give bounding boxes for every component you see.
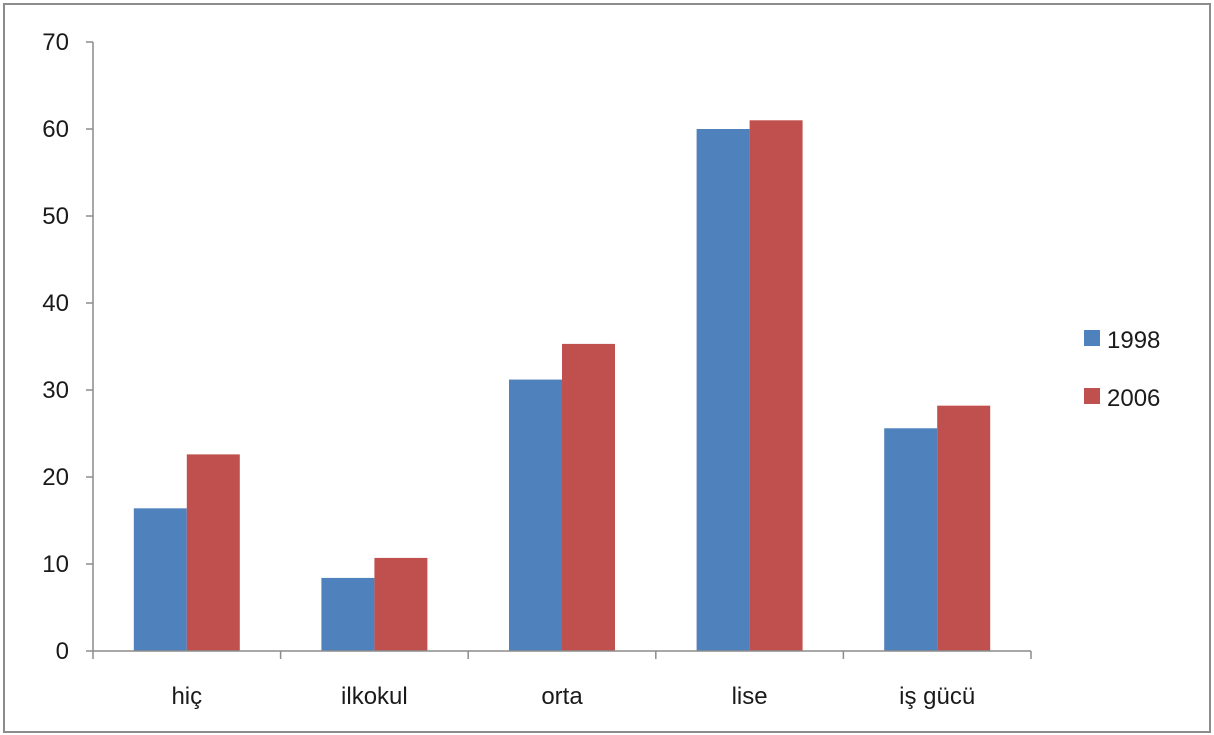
x-tick-label: iş gücü bbox=[899, 683, 975, 710]
bar-2006-4 bbox=[749, 120, 803, 652]
y-tick-label: 0 bbox=[56, 638, 69, 665]
x-tick-label: ilkokul bbox=[341, 683, 408, 710]
x-tick-label: lise bbox=[732, 683, 768, 710]
y-tick-label: 10 bbox=[42, 551, 69, 578]
bar-2006-5 bbox=[937, 405, 991, 651]
bar-1998-2 bbox=[321, 577, 375, 651]
bar-1998-4 bbox=[696, 129, 750, 651]
legend-swatch-1998 bbox=[1084, 330, 1100, 346]
bar-1998-5 bbox=[884, 428, 938, 651]
y-tick-label: 50 bbox=[42, 203, 69, 230]
legend-label-1998: 1998 bbox=[1107, 327, 1160, 354]
x-tick-label: orta bbox=[541, 683, 583, 710]
legend: 1998 2006 bbox=[1084, 327, 1160, 412]
x-tick-label: hiç bbox=[171, 683, 202, 710]
legend-label-2006: 2006 bbox=[1107, 385, 1160, 412]
y-tick-label: 40 bbox=[42, 290, 69, 317]
y-tick-label: 20 bbox=[42, 464, 69, 491]
bar-2006-2 bbox=[374, 557, 428, 651]
bar-2006-3 bbox=[562, 343, 615, 651]
y-tick-label: 60 bbox=[42, 116, 69, 143]
legend-swatch-2006 bbox=[1084, 388, 1100, 404]
bar-1998-3 bbox=[509, 379, 562, 651]
y-tick-label: 70 bbox=[42, 29, 69, 56]
y-tick-label: 30 bbox=[42, 377, 69, 404]
plot-area: 0 10 20 30 40 50 60 70 hiç ilkokul orta lise iş gücü bbox=[42, 29, 1032, 710]
bar-2006-1 bbox=[186, 454, 240, 651]
bar-1998-1 bbox=[133, 508, 187, 651]
